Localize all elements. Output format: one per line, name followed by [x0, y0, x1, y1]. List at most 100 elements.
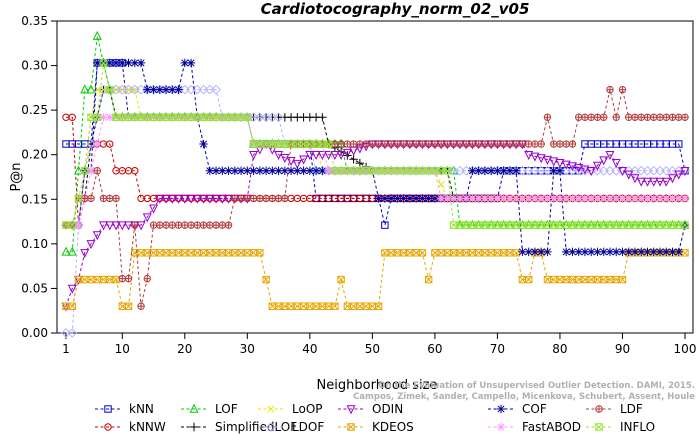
data-point: [237, 194, 245, 203]
data-point: [512, 249, 520, 257]
data-point: [674, 247, 683, 257]
data-point: [374, 194, 383, 203]
data-point: [317, 151, 327, 161]
data-point: [218, 221, 227, 229]
data-point: [681, 249, 689, 257]
data-point: [524, 140, 533, 148]
data-point: [442, 167, 452, 175]
data-point: [318, 113, 327, 122]
x-tick-label: 100: [674, 342, 697, 356]
data-point: [549, 157, 559, 167]
data-point: [674, 170, 684, 180]
data-point: [237, 249, 245, 257]
data-point: [299, 166, 308, 175]
legend-item-inflo: INFLO: [586, 420, 655, 434]
data-point: [561, 160, 571, 170]
legend-item-kdeos: KDEOS: [338, 420, 414, 434]
data-point: [324, 151, 334, 161]
data-point: [206, 221, 214, 229]
plot-area: [61, 30, 690, 338]
data-point: [93, 86, 101, 94]
data-point: [462, 140, 470, 148]
data-point: [637, 194, 646, 203]
data-point: [136, 221, 146, 231]
data-point: [92, 113, 102, 121]
data-point: [93, 139, 102, 149]
data-point: [630, 194, 640, 203]
data-point: [124, 58, 133, 68]
data-point: [512, 140, 520, 148]
data-point: [274, 166, 283, 175]
data-point: [649, 194, 658, 203]
chart-title: Cardiotocography_norm_02_v05: [261, 0, 530, 18]
data-point: [305, 166, 315, 175]
data-point: [480, 166, 490, 175]
data-point: [224, 221, 233, 229]
data-point: [99, 113, 108, 122]
data-point: [681, 113, 689, 121]
data-point: [587, 194, 596, 203]
data-point: [612, 113, 620, 121]
data-point: [262, 194, 270, 203]
data-point: [637, 247, 646, 257]
data-point: [143, 275, 151, 283]
data-point: [349, 140, 358, 148]
data-point: [205, 166, 215, 175]
legend-item-ldof: LDOF: [258, 420, 324, 434]
data-point: [536, 194, 546, 203]
data-point: [80, 84, 90, 94]
y-axis-label: P@n: [9, 162, 24, 191]
series-line: [66, 89, 685, 226]
data-point: [149, 221, 158, 229]
data-point: [399, 140, 408, 148]
data-point: [555, 194, 565, 203]
data-point: [543, 113, 552, 121]
data-point: [536, 154, 546, 164]
data-point: [524, 275, 533, 284]
data-point: [181, 221, 189, 229]
data-point: [518, 247, 527, 257]
legend-label: FastABOD: [522, 420, 581, 434]
data-point: [443, 194, 452, 203]
x-axis: 1 10 20 30 40 50 60 70 80 90 100: [62, 333, 696, 356]
data-point: [374, 140, 383, 148]
data-point: [174, 194, 184, 204]
data-point: [412, 249, 420, 257]
data-point: [124, 275, 133, 283]
data-point: [167, 194, 177, 204]
data-point: [274, 194, 283, 203]
plot-frame: [56, 20, 694, 334]
data-point: [131, 167, 139, 175]
legend-label: LDOF: [292, 420, 324, 434]
data-point: [193, 249, 202, 257]
data-point: [217, 194, 227, 204]
data-point: [80, 167, 90, 175]
data-point: [649, 177, 659, 187]
data-point: [431, 140, 439, 148]
data-point: [212, 221, 220, 229]
data-point: [574, 163, 584, 173]
data-point: [142, 213, 152, 223]
data-point: [168, 85, 177, 94]
data-point: [104, 423, 112, 431]
data-point: [624, 170, 634, 180]
legend-label: ODIN: [372, 402, 403, 416]
data-point: [211, 194, 221, 204]
data-point: [499, 166, 508, 175]
data-point: [87, 194, 95, 203]
data-point: [655, 194, 665, 203]
data-point: [324, 166, 333, 175]
data-point: [618, 275, 627, 284]
data-point: [230, 166, 240, 175]
data-point: [74, 194, 83, 203]
data-point: [268, 194, 277, 203]
data-point: [180, 194, 190, 204]
data-point: [636, 177, 646, 187]
data-point: [155, 194, 165, 204]
data-point: [81, 275, 89, 284]
data-point: [374, 302, 383, 310]
data-point: [650, 113, 658, 121]
data-point: [543, 194, 552, 203]
data-point: [331, 140, 339, 148]
legend-item-knn: kNN: [95, 402, 154, 416]
